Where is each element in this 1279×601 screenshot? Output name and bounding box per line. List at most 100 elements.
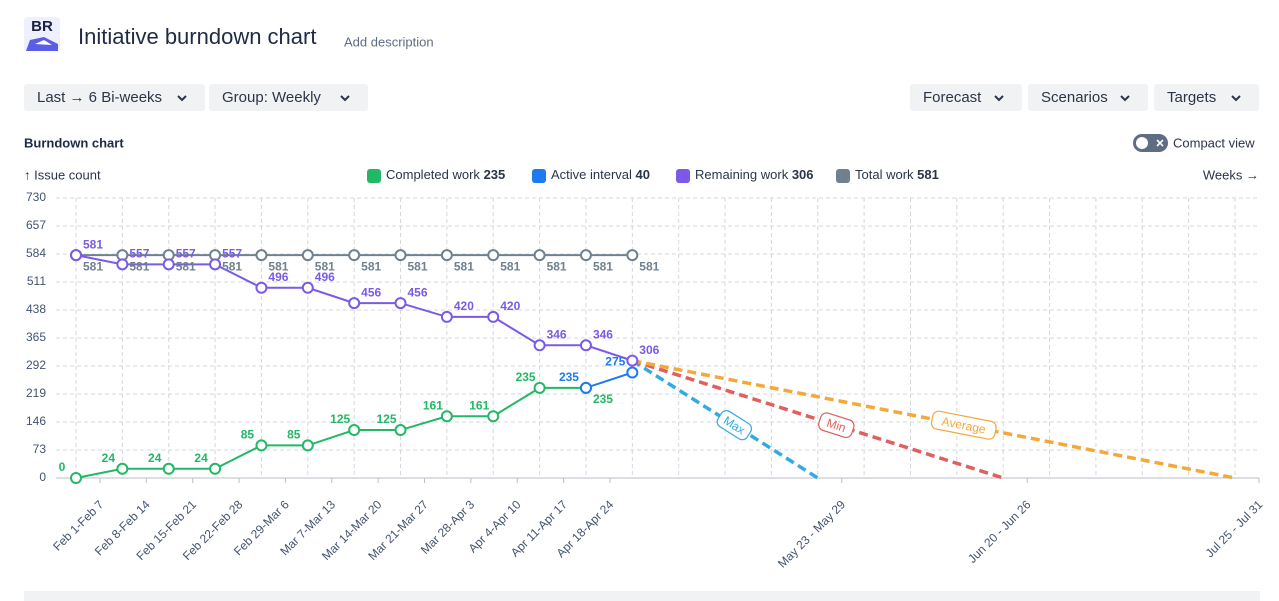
forecast-label-box [930,410,997,440]
data-label: 420 [454,299,474,313]
data-point [255,439,268,452]
legend-value: 581 [917,167,939,182]
toggle-knob [1136,137,1148,149]
data-label: 85 [287,428,301,442]
data-point [209,462,222,475]
legend-entry: Total work 581 [855,167,939,182]
data-point [162,462,175,475]
logo-text: BR [31,18,53,35]
y-tick-label: 365 [26,330,46,344]
data-point [626,366,639,379]
data-label: 581 [593,259,613,273]
toggle-label: Compact view [1173,135,1255,150]
data-point [533,381,546,394]
dropdown-button[interactable] [910,84,1022,111]
data-label: 456 [361,285,381,299]
data-label: 581 [129,259,149,273]
dropdown-label: Scenarios [1041,89,1108,106]
bottom-bar [24,591,1260,601]
data-label: 581 [315,259,335,273]
legend-swatch [676,169,690,183]
data-point [394,297,407,310]
x-tick-label: Jun 20 - Jun 26 [965,497,1034,566]
y-tick-label: 0 [39,470,46,484]
data-label: 581 [454,259,474,273]
dropdown-button[interactable] [1154,84,1259,111]
data-label: 581 [83,259,103,273]
data-label: 420 [500,299,520,313]
y-tick-label: 73 [33,442,47,456]
y-tick-label: 730 [26,190,46,204]
data-point [70,249,82,262]
data-point [626,354,639,367]
data-label: 24 [148,451,162,465]
legend-entry: Active interval 40 [551,167,650,182]
dropdown-button[interactable] [24,84,205,111]
data-point [255,281,268,294]
data-point [487,249,500,262]
forecast-label-box [716,410,753,441]
legend-name: Completed work [386,167,480,182]
data-label: 0 [59,460,66,474]
data-label: 24 [102,451,116,465]
dropdown-label: Group: Weekly [222,89,321,106]
data-label: 581 [83,237,103,251]
forecast-label-box [818,412,855,439]
description-link[interactable]: Add description [344,34,434,49]
chevron [340,95,350,102]
data-point [70,472,82,484]
data-point [579,249,592,262]
data-label: 85 [241,428,255,442]
chevron [177,95,187,102]
y-tick-label: 584 [26,246,46,260]
dropdown-label: Forecast [923,89,982,106]
data-point [579,381,592,394]
data-label: 161 [423,398,443,412]
series-line [75,386,586,479]
data-label: 456 [408,285,428,299]
y-tick-label: 146 [26,414,46,428]
y-tick-label: 657 [26,218,46,232]
data-point [255,249,268,262]
data-label: 557 [129,247,149,261]
data-label: 161 [469,398,489,412]
data-point [533,339,546,352]
dropdown-button[interactable] [1028,84,1148,111]
logo-shape [35,40,52,45]
legend-name: Remaining work [695,167,789,182]
legend-entry: Completed work 235 [386,167,505,182]
legend-swatch [836,169,850,183]
forecast-label: Min [818,412,855,439]
y-tick-label: 511 [27,274,46,288]
legend-value: 306 [792,167,814,182]
x-tick-label: May 23 - May 29 [775,497,848,570]
data-point [440,410,453,423]
y-tick-label: 219 [26,386,46,400]
data-label: 24 [194,451,208,465]
data-point [440,310,453,323]
legend-swatch [532,169,546,183]
data-point [440,249,453,262]
legend-value: 235 [484,167,506,182]
forecast-label: Average [930,410,997,440]
data-point [487,410,500,423]
legend-value: 40 [636,167,650,182]
x-tick-label: Jul 25 - Jul 31 [1203,497,1266,560]
data-point [301,281,314,294]
y-tick-label: 292 [26,358,46,372]
data-label: 125 [330,412,350,426]
chevron [994,95,1004,102]
forecast-line [631,358,1004,480]
data-label: 581 [268,259,288,273]
forecast-label: Max [716,410,753,441]
data-label: 581 [361,259,381,273]
data-label: 125 [377,412,397,426]
forecast-line [631,359,819,480]
page-title: Initiative burndown chart [78,24,316,49]
data-label: 275 [605,355,625,369]
dropdown-button[interactable] [209,84,368,111]
chevron [1120,95,1130,102]
y-tick-label: 438 [26,302,46,316]
